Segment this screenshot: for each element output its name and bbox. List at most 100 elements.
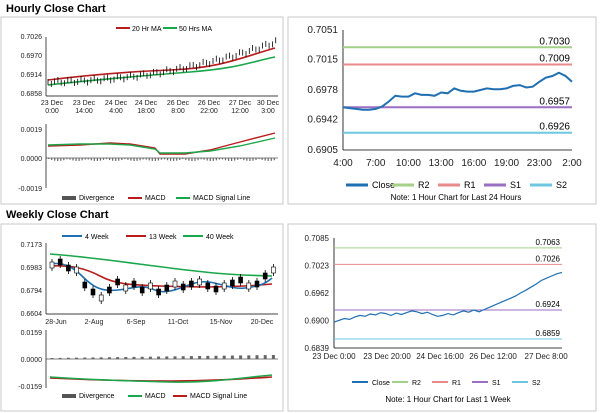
wm-divergence-bars <box>50 355 275 359</box>
divergence-bar <box>157 356 161 359</box>
wp-xtick: 6-Sep <box>127 319 146 326</box>
legend-label-r1: R1 <box>452 380 461 387</box>
divergence-bar <box>57 158 59 161</box>
hp-xtick-5b: 22:00 <box>200 108 218 115</box>
level-label-r1: 0.7026 <box>536 254 561 263</box>
hourly-pivot-chart: 0.7051 0.7015 0.6978 0.6942 0.6905 4:00 7:00 1… <box>307 25 582 202</box>
divergence-bar <box>58 357 62 359</box>
wm-ytick: 0.0000 <box>21 357 43 364</box>
x-tick-label: 10:00 <box>396 158 421 169</box>
divergence-bar <box>102 158 105 160</box>
divergence-bar <box>99 357 103 359</box>
divergence-bar <box>124 158 126 160</box>
wm-legend-div-swatch <box>62 394 76 398</box>
hpv-x-ticks: 4:00 7:00 10:00 13:00 16:00 19:00 23:00 2:00 <box>333 158 582 169</box>
hp-ma50-line <box>47 56 276 86</box>
wm-macd-line <box>49 374 273 383</box>
hm-legend-div-swatch <box>62 196 76 200</box>
weekly-price-chart: 4 Week 13 Week 40 Week 0.7173 0.6983 0.6… <box>21 234 278 326</box>
divergence-bar <box>234 158 236 161</box>
wp-xtick: 28-Jun <box>45 319 67 326</box>
divergence-bar <box>157 158 159 161</box>
hourly-macd-chart: 0.0019 0.0000 -0.0019 Divergence MACD MA… <box>18 124 278 202</box>
legend-50hr-label: 50 Hrs MA <box>179 26 212 33</box>
divergence-bar <box>50 358 54 359</box>
legend-label-close: Close <box>372 180 395 190</box>
hm-ytick: 0.0019 <box>21 127 43 134</box>
divergence-bar <box>221 158 224 160</box>
legend-label-s2: S2 <box>556 180 567 190</box>
wp-legend-13wk: 13 Week <box>149 234 177 241</box>
hp-ohlc-bars <box>47 37 277 87</box>
divergence-bar <box>51 158 53 160</box>
divergence-bar <box>261 158 263 160</box>
hp-xtick-4b: 8:00 <box>171 108 185 115</box>
wp-ytick: 0.7173 <box>21 242 43 249</box>
divergence-bar <box>181 356 185 359</box>
candle-body <box>139 286 145 294</box>
x-tick-label: 13:00 <box>429 158 454 169</box>
divergence-bar <box>96 158 98 161</box>
candle-body <box>131 280 137 288</box>
divergence-bar <box>224 158 227 161</box>
level-label-r2: 0.7063 <box>536 238 561 247</box>
hm-ytick: -0.0019 <box>18 186 42 193</box>
hpv-y-ticks: 0.7051 0.7015 0.6978 0.6942 0.6905 <box>307 25 338 156</box>
wp-legend-4wk: 4 Week <box>85 234 109 241</box>
divergence-bar <box>173 356 177 359</box>
divergence-bar <box>130 158 132 161</box>
hp-xtick-1a: 23 Dec <box>73 100 96 107</box>
divergence-bar <box>231 158 233 161</box>
divergence-bar <box>273 158 275 161</box>
candle-body <box>164 284 170 292</box>
x-tick-label: 24 Dec 16:00 <box>416 352 464 361</box>
divergence-bar <box>182 158 184 160</box>
x-tick-label: 4:00 <box>333 158 353 169</box>
hp-xticks: 23 Dec 0:00 23 Dec 14:00 24 Dec 4:00 24 … <box>41 100 280 115</box>
divergence-bar <box>247 355 251 359</box>
wp-xtick: 20-Dec <box>251 319 274 326</box>
hourly-price-chart: 20 Hr MA 50 Hrs MA 0.7026 0.6970 0.6914 … <box>21 26 280 115</box>
divergence-bar <box>165 356 169 359</box>
hm-ytick: 0.0000 <box>21 156 43 163</box>
divergence-bar <box>194 158 196 161</box>
y-tick-label: 0.6839 <box>305 344 330 353</box>
level-label-s2: 0.6859 <box>536 329 561 338</box>
level-label-r1: 0.7009 <box>539 54 570 65</box>
y-tick-label: 0.6900 <box>305 317 330 326</box>
divergence-bar <box>237 158 239 160</box>
hourly-right-panel <box>287 16 597 205</box>
candle-body <box>156 288 161 296</box>
y-tick-label: 0.6942 <box>307 115 338 126</box>
hp-xtick-7a: 30 Dec <box>257 100 280 107</box>
divergence-bar <box>243 158 245 161</box>
y-tick-label: 0.6905 <box>307 145 338 156</box>
divergence-bar <box>75 158 77 161</box>
candle-body <box>115 278 120 286</box>
divergence-bar <box>270 158 272 161</box>
divergence-bar <box>215 158 217 161</box>
candle-body <box>246 282 252 290</box>
divergence-bar <box>93 158 95 161</box>
divergence-bar <box>112 158 114 161</box>
hp-xtick-0a: 23 Dec <box>41 100 64 107</box>
legend-label-r1: R1 <box>464 180 476 190</box>
hp-ytick: 0.6914 <box>21 72 43 79</box>
hp-xtick-3a: 24 Dec <box>135 100 158 107</box>
candle-body <box>221 282 227 290</box>
x-tick-label: 7:00 <box>366 158 386 169</box>
divergence-bar <box>218 158 220 160</box>
divergence-bar <box>263 355 267 359</box>
weekly-macd-chart: 0.0159 0.0000 -0.0159 Divergence MACD MA… <box>18 330 278 400</box>
divergence-bar <box>252 158 254 161</box>
divergence-bar <box>212 158 214 161</box>
divergence-bar <box>222 355 226 359</box>
candle-body <box>123 284 129 292</box>
hp-ytick: 0.6970 <box>21 53 43 60</box>
candle-body <box>238 276 243 284</box>
y-tick-label: 0.6978 <box>307 85 338 96</box>
divergence-bar <box>255 158 257 161</box>
hp-xtick-6a: 27 Dec <box>229 100 252 107</box>
hm-signal-line <box>47 137 276 154</box>
candle-body <box>57 258 63 266</box>
